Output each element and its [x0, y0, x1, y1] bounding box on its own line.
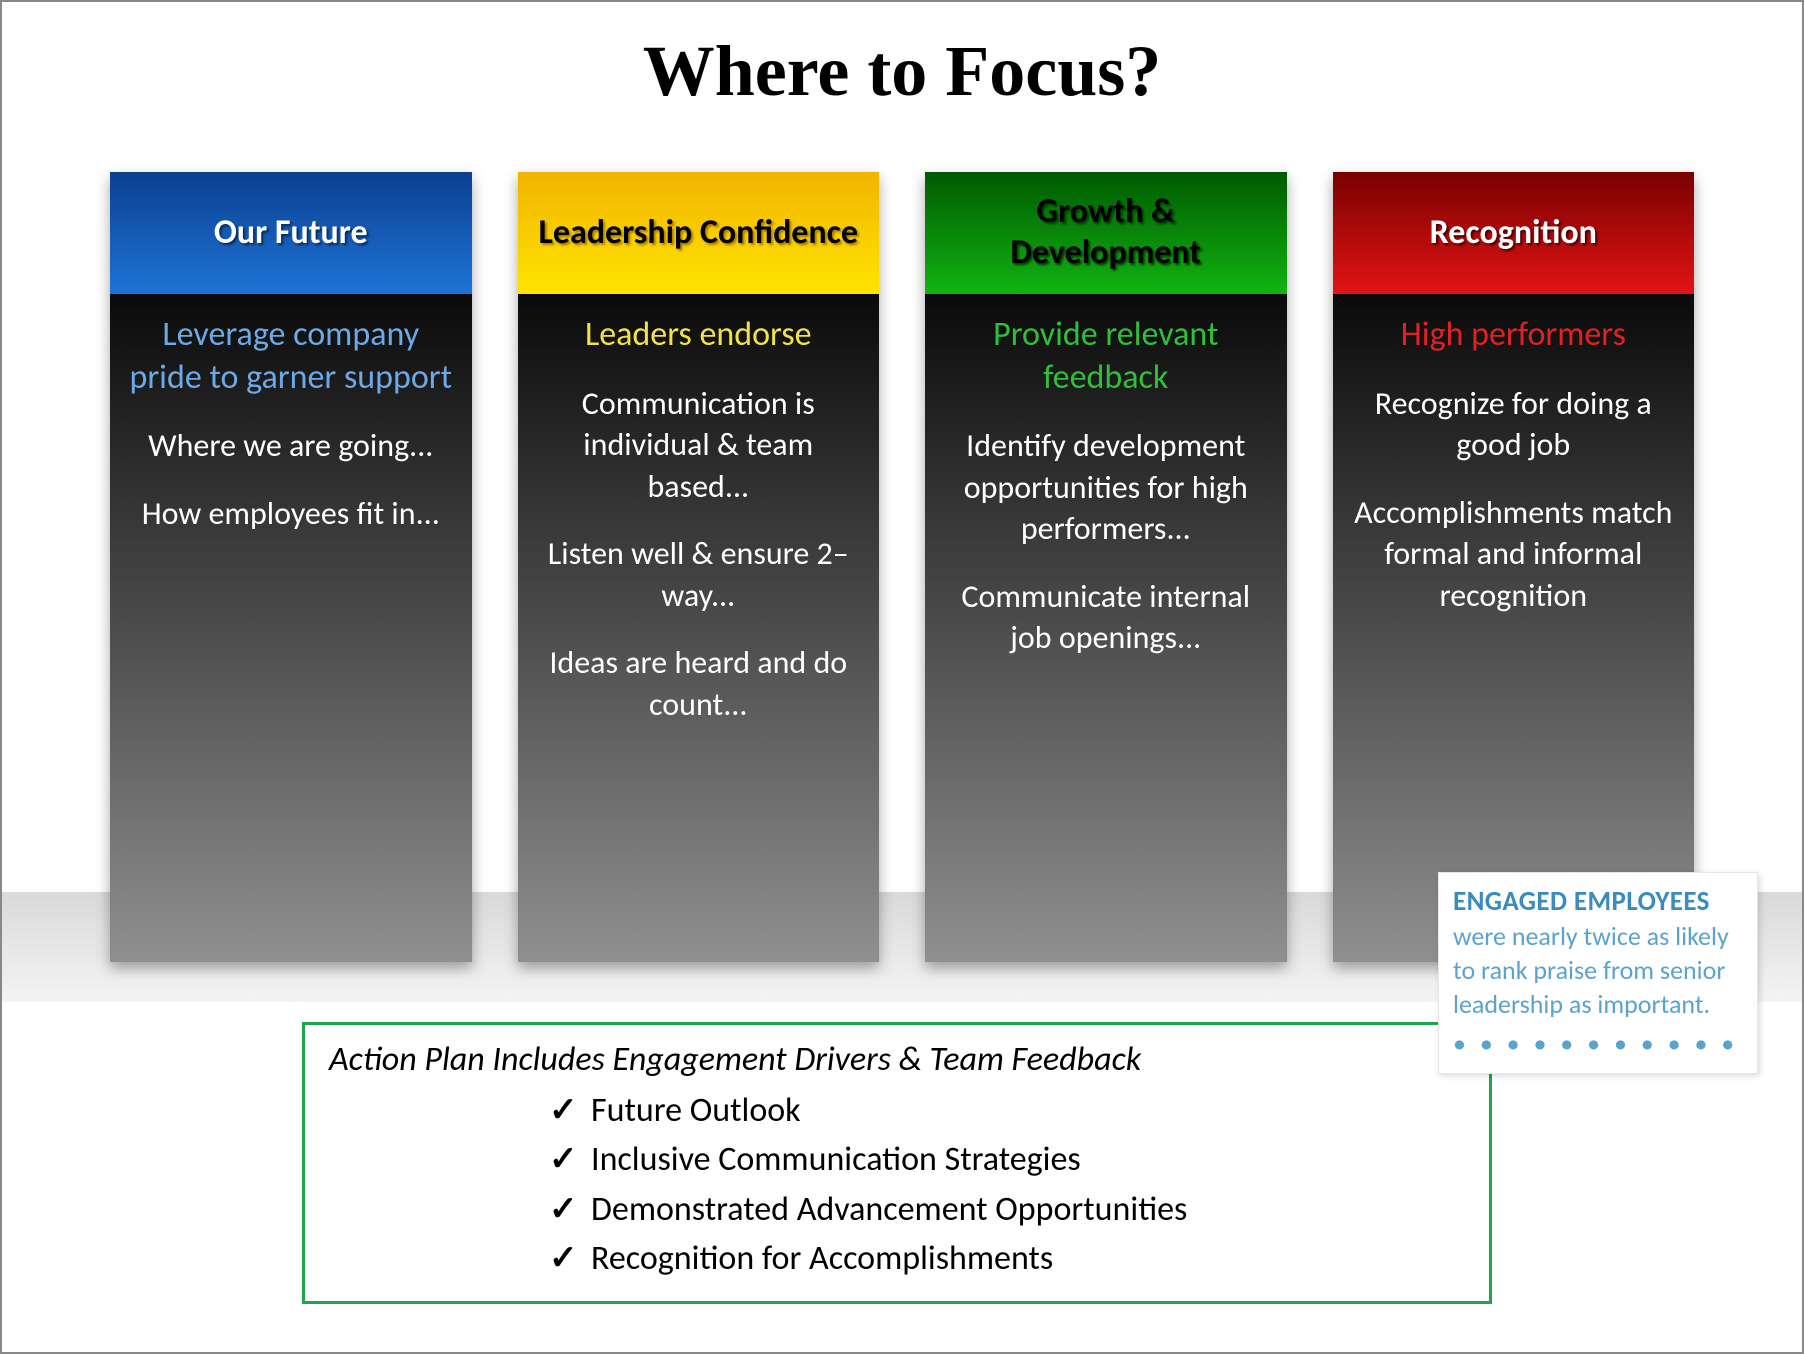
column-subtitle: Leverage company pride to garner support — [128, 314, 454, 399]
callout-dots: • • • • • • • • • • • • • • • • — [1453, 1027, 1743, 1059]
column-body: Leverage company pride to garner support… — [110, 294, 472, 962]
column-body-item: Listen well & ensure 2–way... — [536, 533, 862, 616]
action-plan-list: Future OutlookInclusive Communication St… — [329, 1086, 1465, 1283]
column-header: Growth & Development — [925, 172, 1287, 294]
column-header: Leadership Confidence — [518, 172, 880, 294]
action-plan-item: Future Outlook — [549, 1086, 1465, 1135]
column-subtitle: Provide relevant feedback — [943, 314, 1269, 399]
column-subtitle: High performers — [1351, 314, 1677, 357]
column-body-item: Ideas are heard and do count... — [536, 642, 862, 725]
column-body: Provide relevant feedback Identify develo… — [925, 294, 1287, 962]
slide-title: Where to Focus? — [2, 2, 1802, 113]
column-body-item: Identify development opportunities for h… — [943, 425, 1269, 550]
column-leadership-confidence: Leadership Confidence Leaders endorse Comm… — [518, 172, 880, 962]
column-body-item: Recognize for doing a good job — [1351, 383, 1677, 466]
action-plan-item: Inclusive Communication Strategies — [549, 1135, 1465, 1184]
column-growth-development: Growth & DevelopmentProvide relevant fee… — [925, 172, 1287, 962]
columns-row: Our FutureLeverage company pride to garn… — [110, 172, 1694, 962]
column-recognition: Recognition High performers Recognize for … — [1333, 172, 1695, 962]
column-body: High performers Recognize for doing a goo… — [1333, 294, 1695, 962]
column-our-future: Our FutureLeverage company pride to garn… — [110, 172, 472, 962]
column-header: Recognition — [1333, 172, 1695, 294]
column-body-item: Where we are going... — [128, 425, 454, 467]
action-plan-title: Action Plan Includes Engagement Drivers … — [329, 1039, 1465, 1080]
callout-title: ENGAGED EMPLOYEES — [1453, 885, 1743, 918]
action-plan-item: Recognition for Accomplishments — [549, 1234, 1465, 1283]
engaged-employees-callout: ENGAGED EMPLOYEES were nearly twice as l… — [1438, 872, 1758, 1074]
column-body-item: Accomplishments match formal and informa… — [1351, 492, 1677, 617]
action-plan-item: Demonstrated Advancement Opportunities — [549, 1185, 1465, 1234]
action-plan-box: Action Plan Includes Engagement Drivers … — [302, 1022, 1492, 1304]
slide-container: Where to Focus? Our FutureLeverage compa… — [0, 0, 1804, 1354]
callout-body: were nearly twice as likely to rank prai… — [1453, 920, 1743, 1021]
column-body-item: Communication is individual & team based… — [536, 383, 862, 508]
column-body-item: Communicate internal job openings... — [943, 576, 1269, 659]
column-header: Our Future — [110, 172, 472, 294]
column-subtitle: Leaders endorse — [536, 314, 862, 357]
column-body: Leaders endorse Communication is individu… — [518, 294, 880, 962]
column-body-item: How employees fit in... — [128, 493, 454, 535]
